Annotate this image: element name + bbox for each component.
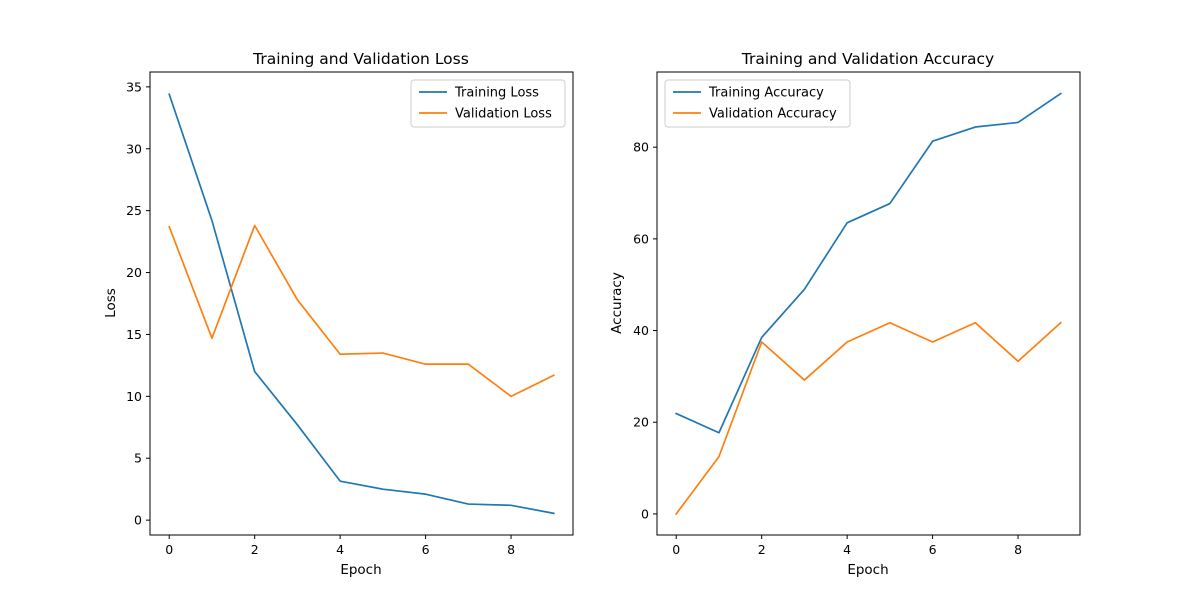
- accuracy-x-tick-label: 4: [843, 542, 851, 557]
- accuracy-y-tick-label: 80: [633, 140, 649, 155]
- loss-y-tick-label: 5: [134, 451, 142, 466]
- loss-y-tick-label: 15: [126, 327, 142, 342]
- loss-x-tick-label: 6: [422, 542, 430, 557]
- loss-y-tick-label: 0: [134, 513, 142, 528]
- loss-chart: Training and Validation Loss Epoch Loss …: [103, 50, 574, 578]
- loss-x-tick-label: 2: [251, 542, 259, 557]
- accuracy-chart-title: Training and Validation Accuracy: [741, 50, 994, 68]
- loss-series-training-line: [168, 93, 555, 515]
- loss-legend-label: Training Loss: [454, 86, 539, 101]
- accuracy-legend-label: Training Accuracy: [708, 86, 824, 101]
- accuracy-chart: Training and Validation Accuracy Epoch A…: [609, 50, 1081, 578]
- accuracy-x-tick-label: 6: [929, 542, 937, 557]
- loss-legend-label: Validation Loss: [455, 107, 552, 122]
- accuracy-legend-box: [664, 79, 851, 128]
- accuracy-x-axis-label: Epoch: [847, 562, 888, 578]
- loss-legend-box: [410, 79, 566, 128]
- loss-series-validation-line: [168, 224, 555, 398]
- loss-y-tick-label: 30: [126, 141, 142, 156]
- accuracy-legend-label: Validation Accuracy: [709, 107, 837, 122]
- accuracy-series-training-line: [675, 92, 1062, 434]
- loss-legend: Training Loss Validation Loss: [410, 79, 566, 128]
- loss-x-tick-label: 4: [336, 542, 344, 557]
- accuracy-y-tick-label: 20: [633, 415, 649, 430]
- accuracy-plot-area: [656, 71, 1081, 536]
- loss-y-tick-label: 10: [126, 389, 142, 404]
- loss-y-tick-label: 35: [126, 79, 142, 94]
- loss-x-tick-label: 8: [507, 542, 515, 557]
- loss-y-tick-label: 25: [126, 203, 142, 218]
- accuracy-series-validation-line: [675, 321, 1062, 516]
- accuracy-x-tick-label: 8: [1014, 542, 1022, 557]
- accuracy-x-tick-label: 2: [758, 542, 766, 557]
- loss-x-axis-label: Epoch: [340, 562, 381, 578]
- accuracy-y-axis-label: Accuracy: [609, 272, 625, 334]
- loss-chart-title: Training and Validation Loss: [252, 50, 469, 68]
- accuracy-legend: Training Accuracy Validation Accuracy: [664, 79, 851, 128]
- loss-x-tick-label: 0: [165, 542, 173, 557]
- accuracy-y-tick-label: 40: [633, 323, 649, 338]
- loss-plot-area: [149, 71, 574, 536]
- accuracy-y-tick-label: 60: [633, 231, 649, 246]
- accuracy-y-tick-label: 0: [641, 506, 649, 521]
- accuracy-x-tick-label: 0: [672, 542, 680, 557]
- loss-y-tick-label: 20: [126, 265, 142, 280]
- loss-y-axis-label: Loss: [103, 288, 119, 318]
